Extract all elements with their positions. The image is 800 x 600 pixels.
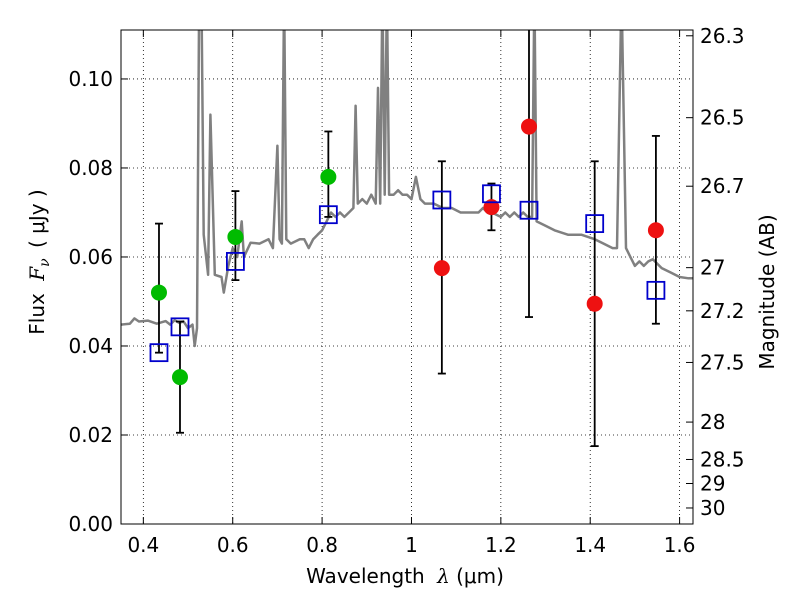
- x-tick-label: 0.4: [127, 533, 159, 557]
- plot-area-background: [121, 30, 693, 524]
- red-observed-point: [648, 223, 663, 238]
- green-observed-point: [172, 370, 187, 385]
- y2-tick-label: 27: [700, 256, 725, 280]
- x-axis-label-symbol: λ: [436, 564, 450, 588]
- y2-tick-label: 26.7: [700, 174, 745, 198]
- green-observed-point: [321, 169, 336, 184]
- y2-tick-label: 27.5: [700, 350, 745, 374]
- x-tick-label: 1.2: [485, 533, 517, 557]
- y-tick-label: 0.10: [68, 67, 113, 91]
- x-tick-label: 1.6: [664, 533, 696, 557]
- y2-tick-label: 28: [700, 410, 725, 434]
- y2-tick-label: 27.2: [700, 299, 745, 323]
- y-axis-label: Flux Fν ( μJy ): [25, 189, 53, 334]
- sed-chart: 0.4 0.6 0.8 1 1.2 1.4 1.6 0.00 0.02 0.04 0.06 0.08 0…: [0, 0, 800, 600]
- red-observed-point: [587, 296, 602, 311]
- y2-axis-label: Magnitude (AB): [755, 214, 779, 369]
- y-axis-label-text: Flux: [25, 293, 49, 335]
- red-observed-point: [434, 261, 449, 276]
- x-axis-label-text: Wavelength: [306, 564, 425, 588]
- y2-tick-label: 28.5: [700, 447, 745, 471]
- y-tick-label: 0.06: [68, 245, 113, 269]
- x-tick-label: 1: [405, 533, 418, 557]
- y2-tick-label: 26.5: [700, 106, 745, 130]
- y-axis-label-symbol: F: [25, 266, 49, 282]
- red-observed-point: [521, 119, 536, 134]
- y-tick-label: 0.08: [68, 156, 113, 180]
- green-observed-point: [228, 229, 243, 244]
- x-axis-label-unit: (μm): [456, 564, 504, 588]
- y2-tick-label: 26.3: [700, 24, 745, 48]
- x-axis-label: Wavelength λ (μm): [306, 564, 504, 588]
- y2-tick-label: 29: [700, 472, 725, 496]
- green-observed-point: [151, 285, 166, 300]
- y-tick-label: 0.04: [68, 334, 113, 358]
- y-tick-label: 0.00: [68, 512, 113, 536]
- x-tick-label: 0.6: [217, 533, 249, 557]
- x-tick-label: 1.4: [574, 533, 606, 557]
- y-tick-label: 0.02: [68, 423, 113, 447]
- y-axis-label-unit: ( μJy ): [25, 189, 49, 248]
- y2-tick-label: 30: [700, 496, 725, 520]
- x-tick-label: 0.8: [306, 533, 338, 557]
